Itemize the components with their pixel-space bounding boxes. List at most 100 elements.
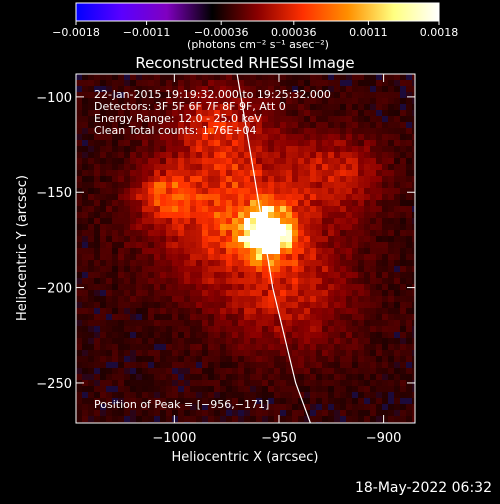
heatmap-cell bbox=[322, 176, 328, 182]
heatmap-cell bbox=[226, 248, 232, 254]
heatmap-cell bbox=[334, 374, 340, 380]
heatmap-cell bbox=[136, 170, 142, 176]
heatmap-cell bbox=[406, 320, 412, 326]
heatmap-cell bbox=[202, 194, 208, 200]
heatmap-cell bbox=[268, 410, 274, 416]
heatmap-cell bbox=[346, 224, 352, 230]
heatmap-cell bbox=[340, 212, 346, 218]
heatmap-cell bbox=[142, 248, 148, 254]
heatmap-cell bbox=[268, 266, 274, 272]
heatmap-cell bbox=[286, 308, 292, 314]
heatmap-cell bbox=[184, 140, 190, 146]
heatmap-cell bbox=[388, 230, 394, 236]
heatmap-cell bbox=[268, 92, 274, 98]
heatmap-cell bbox=[316, 326, 322, 332]
heatmap-cell bbox=[334, 236, 340, 242]
heatmap-cell bbox=[292, 326, 298, 332]
heatmap-cell bbox=[364, 386, 370, 392]
heatmap-cell bbox=[178, 236, 184, 242]
heatmap-cell bbox=[142, 404, 148, 410]
heatmap-cell bbox=[244, 368, 250, 374]
heatmap-cell bbox=[214, 200, 220, 206]
heatmap-cell bbox=[244, 398, 250, 404]
heatmap-cell bbox=[352, 182, 358, 188]
heatmap-cell bbox=[226, 194, 232, 200]
heatmap-cell bbox=[262, 92, 268, 98]
heatmap-cell bbox=[238, 284, 244, 290]
heatmap-cell bbox=[226, 92, 232, 98]
heatmap-cell bbox=[184, 74, 190, 80]
heatmap-cell bbox=[190, 218, 196, 224]
heatmap-cell bbox=[358, 254, 364, 260]
heatmap-cell bbox=[124, 158, 130, 164]
heatmap-cell bbox=[202, 314, 208, 320]
heatmap-cell bbox=[196, 356, 202, 362]
heatmap-cell bbox=[94, 146, 100, 152]
heatmap-cell bbox=[214, 284, 220, 290]
heatmap-cell bbox=[376, 254, 382, 260]
heatmap-cell bbox=[364, 188, 370, 194]
heatmap-cell bbox=[250, 74, 256, 80]
heatmap-cell bbox=[100, 116, 106, 122]
heatmap-cell bbox=[166, 350, 172, 356]
heatmap-cell bbox=[76, 242, 82, 248]
heatmap-cell bbox=[94, 140, 100, 146]
heatmap-cell bbox=[160, 74, 166, 80]
heatmap-cell bbox=[328, 158, 334, 164]
heatmap-cell bbox=[238, 212, 244, 218]
heatmap-cell bbox=[190, 254, 196, 260]
heatmap-cell bbox=[148, 350, 154, 356]
heatmap-cell bbox=[142, 80, 148, 86]
heatmap-cell bbox=[184, 338, 190, 344]
heatmap-cell bbox=[208, 254, 214, 260]
heatmap-cell bbox=[382, 374, 388, 380]
heatmap-cell bbox=[166, 320, 172, 326]
heatmap-cell bbox=[172, 380, 178, 386]
heatmap-cell bbox=[190, 134, 196, 140]
heatmap-cell bbox=[208, 266, 214, 272]
heatmap-cell bbox=[148, 206, 154, 212]
heatmap-cell bbox=[136, 350, 142, 356]
heatmap-cell bbox=[196, 344, 202, 350]
heatmap-cell bbox=[280, 356, 286, 362]
heatmap-cell bbox=[220, 158, 226, 164]
heatmap-cell bbox=[406, 188, 412, 194]
heatmap-cell bbox=[310, 254, 316, 260]
heatmap-cell bbox=[244, 266, 250, 272]
heatmap-cell bbox=[118, 398, 124, 404]
heatmap-cell bbox=[196, 314, 202, 320]
heatmap-cell bbox=[118, 140, 124, 146]
heatmap-cell bbox=[100, 320, 106, 326]
heatmap-cell bbox=[244, 152, 250, 158]
heatmap-cell bbox=[340, 206, 346, 212]
heatmap-cell bbox=[196, 116, 202, 122]
heatmap-cell bbox=[214, 278, 220, 284]
heatmap-cell bbox=[268, 158, 274, 164]
heatmap-cell bbox=[382, 146, 388, 152]
heatmap-cell bbox=[244, 248, 250, 254]
heatmap-cell bbox=[250, 152, 256, 158]
heatmap-cell bbox=[88, 392, 94, 398]
heatmap-cell bbox=[106, 200, 112, 206]
heatmap-cell bbox=[322, 80, 328, 86]
heatmap-cell bbox=[238, 86, 244, 92]
heatmap-cell bbox=[76, 206, 82, 212]
heatmap-cell bbox=[190, 158, 196, 164]
heatmap-cell bbox=[130, 170, 136, 176]
heatmap-cell bbox=[190, 86, 196, 92]
heatmap-cell bbox=[376, 116, 382, 122]
heatmap-cell bbox=[358, 182, 364, 188]
heatmap-cell bbox=[262, 158, 268, 164]
heatmap-cell bbox=[358, 380, 364, 386]
heatmap-cell bbox=[232, 272, 238, 278]
heatmap-cell bbox=[100, 392, 106, 398]
heatmap-cell bbox=[154, 416, 160, 422]
heatmap-cell bbox=[88, 332, 94, 338]
heatmap-cell bbox=[100, 278, 106, 284]
heatmap-cell bbox=[202, 308, 208, 314]
heatmap-cell bbox=[76, 344, 82, 350]
heatmap-cell bbox=[340, 122, 346, 128]
heatmap-cell bbox=[166, 98, 172, 104]
heatmap-cell bbox=[292, 92, 298, 98]
heatmap-cell bbox=[376, 122, 382, 128]
